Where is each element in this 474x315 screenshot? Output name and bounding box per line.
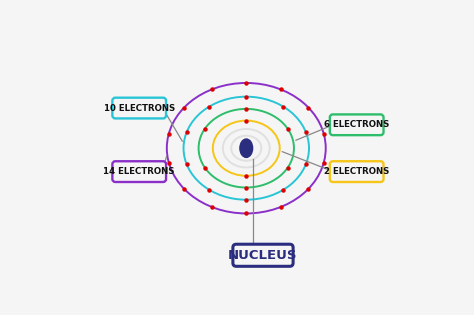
Text: 2 ELECTRONS: 2 ELECTRONS <box>324 167 389 176</box>
FancyBboxPatch shape <box>233 244 293 266</box>
Text: 6 ELECTRONS: 6 ELECTRONS <box>324 120 389 129</box>
Text: 14 ELECTRONS: 14 ELECTRONS <box>103 167 175 176</box>
FancyBboxPatch shape <box>330 114 383 135</box>
Text: 10 ELECTRONS: 10 ELECTRONS <box>104 104 175 112</box>
FancyBboxPatch shape <box>112 98 166 118</box>
FancyBboxPatch shape <box>112 161 166 182</box>
Ellipse shape <box>240 139 253 158</box>
Text: NUCLEUS: NUCLEUS <box>228 249 298 262</box>
FancyBboxPatch shape <box>330 161 383 182</box>
